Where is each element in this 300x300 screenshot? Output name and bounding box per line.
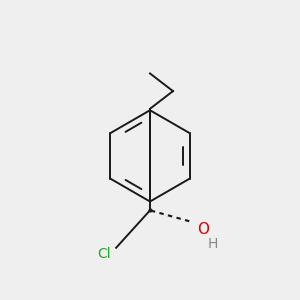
Text: Cl: Cl bbox=[98, 247, 111, 261]
Text: O: O bbox=[197, 222, 209, 237]
Text: H: H bbox=[207, 237, 218, 251]
